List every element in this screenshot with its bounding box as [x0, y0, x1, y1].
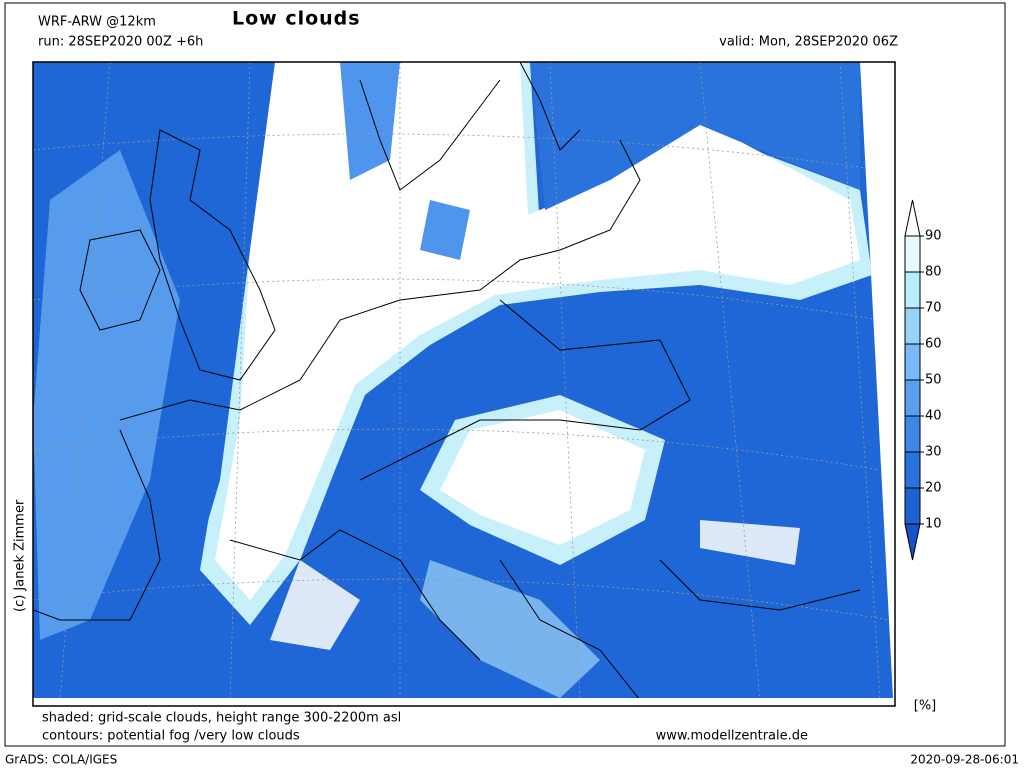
- software-label: GrADS: COLA/IGES: [5, 753, 117, 767]
- colorbar-label: 50: [925, 373, 942, 388]
- colorbar-label: 40: [925, 409, 942, 424]
- colorbar-box: [904, 307, 921, 345]
- coastlines: [33, 62, 861, 698]
- colorbar-cap: [904, 199, 921, 237]
- colorbar-box: [904, 271, 921, 309]
- map-title: Low clouds: [232, 8, 361, 30]
- colorbar: 90 80 70 60 50 40 30 20 10: [904, 199, 942, 561]
- colorbar-label: 70: [925, 301, 942, 316]
- cloud-field: [215, 62, 860, 600]
- map: [32, 61, 896, 707]
- colorbar-unit: [%]: [914, 699, 937, 714]
- map-frame: [32, 61, 896, 707]
- model-label: WRF-ARW @12km: [38, 15, 156, 30]
- timestamp: 2020-09-28-06:01: [910, 753, 1019, 767]
- colorbar-box: [904, 415, 921, 453]
- colorbar-label: 20: [925, 481, 942, 496]
- colorbar-label: 80: [925, 265, 942, 280]
- colorbar-label: 60: [925, 337, 942, 352]
- colorbar-label: 30: [925, 445, 942, 460]
- valid-label: valid: Mon, 28SEP2020 06Z: [719, 35, 898, 50]
- colorbar-box: [904, 487, 921, 525]
- colorbar-label: 90: [925, 229, 942, 244]
- colorbar-box: [904, 235, 921, 273]
- cloud-field: [530, 62, 860, 210]
- colorbar-box: [904, 379, 921, 417]
- cloud-field: [340, 62, 470, 260]
- cloud-field: [440, 410, 645, 545]
- cloud-field: [420, 560, 600, 698]
- colorbar-box: [904, 451, 921, 489]
- footer-website: www.modellzentrale.de: [656, 729, 808, 744]
- run-label: run: 28SEP2020 00Z +6h: [38, 35, 203, 50]
- cloud-field: [170, 62, 275, 565]
- footer-contours: contours: potential fog /very low clouds: [42, 729, 300, 744]
- colorbar-box: [904, 343, 921, 381]
- colorbar-cap: [904, 523, 921, 561]
- footer-shaded: shaded: grid-scale clouds, height range …: [42, 711, 401, 726]
- cloud-field: [33, 150, 180, 640]
- credit: (c) Janek Zimmer: [13, 499, 28, 612]
- colorbar-label: 10: [925, 517, 942, 532]
- outer-frame: [4, 2, 1006, 747]
- cloud-field: [270, 520, 800, 650]
